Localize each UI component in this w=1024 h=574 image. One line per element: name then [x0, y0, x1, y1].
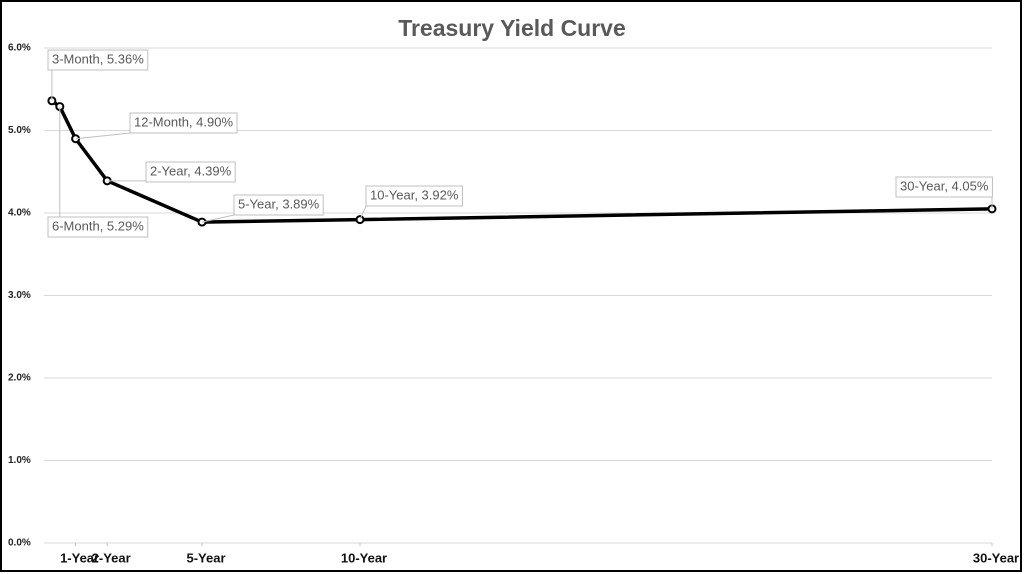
- data-label-box: [365, 185, 463, 207]
- x-tick-label: 1-Year: [60, 550, 99, 565]
- data-label: 5-Year, 3.89%: [238, 196, 320, 211]
- leader-line: [359, 205, 367, 220]
- x-tick-label: 5-Year: [186, 550, 225, 565]
- data-label: 6-Month, 5.29%: [52, 218, 144, 233]
- x-tick-label: 2-Year: [92, 550, 131, 565]
- chart-title: Treasury Yield Curve: [398, 15, 626, 41]
- data-label-box: [895, 176, 993, 198]
- data-label: 2-Year, 4.39%: [150, 163, 232, 178]
- y-tick-label: 0.0%: [8, 538, 31, 549]
- data-label: 30-Year, 4.05%: [900, 178, 989, 193]
- y-tick-label: 2.0%: [8, 373, 31, 384]
- data-label-box: [129, 112, 238, 134]
- x-tick-label: 30-Year: [973, 550, 1019, 565]
- y-tick-label: 3.0%: [8, 290, 31, 301]
- leader-line: [201, 214, 235, 223]
- data-label: 12-Month, 4.90%: [134, 114, 233, 129]
- data-label-box: [47, 49, 149, 71]
- leader-line: [75, 132, 131, 140]
- data-label: 3-Month, 5.36%: [52, 51, 144, 66]
- data-label-box: [233, 194, 324, 216]
- y-tick-label: 4.0%: [8, 208, 31, 219]
- data-label-box: [47, 216, 149, 238]
- data-label: 10-Year, 3.92%: [370, 187, 459, 202]
- data-label-box: [145, 161, 236, 183]
- y-tick-label: 6.0%: [8, 43, 31, 54]
- y-tick-label: 5.0%: [8, 125, 31, 136]
- x-tick-label: 10-Year: [341, 550, 387, 565]
- y-tick-label: 1.0%: [8, 455, 31, 466]
